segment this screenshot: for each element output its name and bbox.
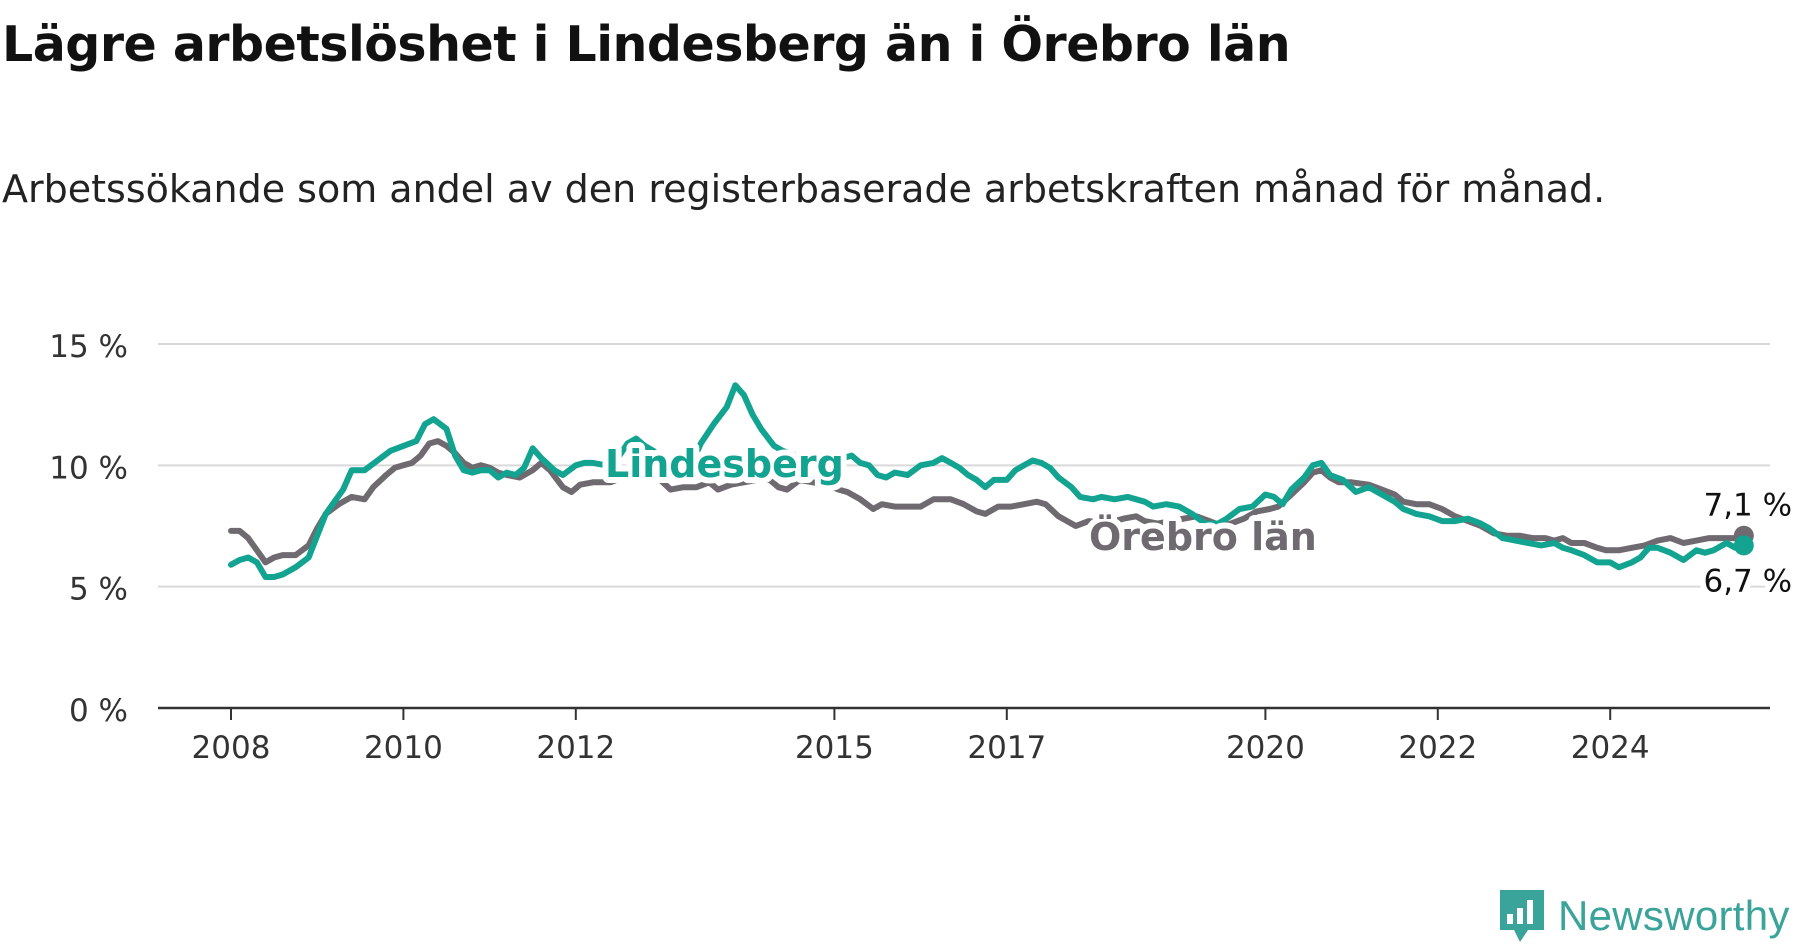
newsworthy-brand: Newsworthy (1496, 886, 1790, 946)
x-tick-label: 2024 (1571, 730, 1650, 766)
end-value-label-orebro-lan: 7,1 % (1703, 488, 1792, 524)
x-tick-label: 2015 (795, 730, 874, 766)
y-axis-ticks: 0 % 5 % 10 % 15 % (49, 329, 128, 729)
series-name-label-orebro-lan: Örebro län (1089, 515, 1317, 559)
series-name-label-lindesberg-halo: Lindesberg (605, 442, 844, 486)
x-tick-label: 2008 (192, 730, 271, 766)
x-tick-label: 2010 (364, 730, 443, 766)
x-tick-label: 2022 (1398, 730, 1477, 766)
series-name-label-lindesberg: Lindesberg (605, 442, 844, 486)
y-tick-label: 0 % (69, 693, 128, 729)
chart-subtitle: Arbetssökande som andel av den registerb… (2, 167, 1606, 211)
x-axis-ticks: 2008 2010 2012 2015 2017 2020 2022 2024 (192, 708, 1650, 766)
y-tick-label: 10 % (49, 450, 128, 486)
x-tick-label: 2020 (1226, 730, 1305, 766)
series-labels: 7,1 %7,1 %6,7 %6,7 %LindesbergLindesberg… (599, 436, 1798, 605)
end-value-label-orebro-lan-halo: 7,1 % (1703, 488, 1792, 524)
x-tick-label: 2012 (536, 730, 615, 766)
y-tick-label: 15 % (49, 329, 128, 365)
series-line-lindesberg (228, 382, 1747, 580)
end-value-label-lindesberg-halo: 6,7 % (1703, 563, 1792, 599)
gridlines (158, 343, 1770, 710)
series-lines (228, 382, 1754, 580)
end-dot-lindesberg (1733, 535, 1754, 556)
chart-title: Lägre arbetslöshet i Lindesberg än i Öre… (2, 16, 1291, 73)
newsworthy-logo-icon (1500, 890, 1544, 942)
brand-name: Newsworthy (1558, 892, 1790, 939)
y-tick-label: 5 % (69, 572, 128, 608)
series-name-label-orebro-lan-halo: Örebro län (1089, 515, 1317, 559)
x-tick-label: 2017 (967, 730, 1046, 766)
end-value-label-lindesberg: 6,7 % (1703, 563, 1792, 599)
